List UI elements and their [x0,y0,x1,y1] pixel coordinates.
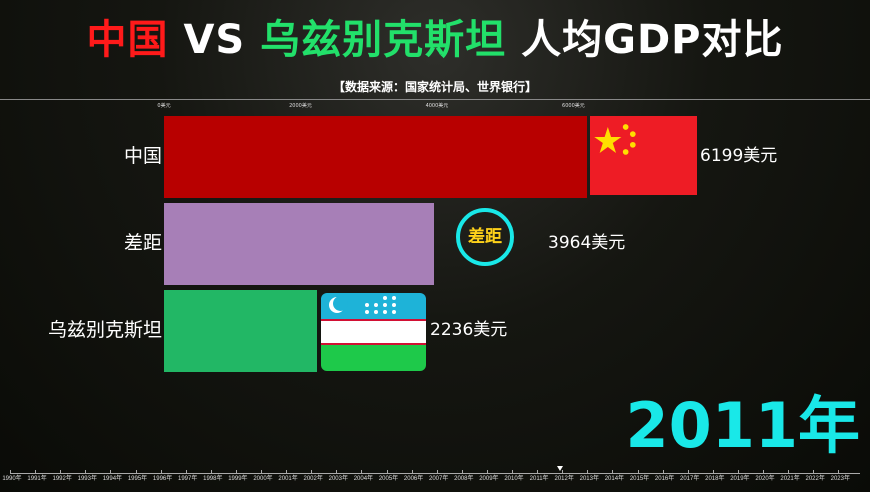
timeline-tick [687,470,689,474]
timeline-tick [135,470,137,474]
x-tick-label: 2000美元 [289,103,312,109]
timeline-tick [587,470,589,474]
timeline-tick [210,470,212,474]
timeline-tick [286,470,288,474]
timeline-tick [662,470,664,474]
timeline-year-label[interactable]: 1992年 [52,476,72,482]
timeline-tick [737,470,739,474]
timeline-year-label[interactable]: 2011年 [529,476,549,482]
timeline-year-label[interactable]: 1991年 [27,476,47,482]
timeline-tick [486,470,488,474]
timeline-year-label[interactable]: 2012年 [554,476,574,482]
timeline-year-label[interactable]: 2008年 [454,476,474,482]
timeline-tick [10,470,11,474]
timeline-tick [712,470,714,474]
timeline-tick [436,470,438,474]
timeline-tick [788,470,790,474]
x-tick-label: 6000美元 [562,103,585,109]
timeline-year-label[interactable]: 2017年 [680,476,700,482]
timeline-tick [160,470,162,474]
divider [0,99,870,100]
value-label: 3964美元 [548,233,626,253]
category-label: 乌兹别克斯坦 [47,319,162,341]
timeline-year-label[interactable]: 1997年 [178,476,198,482]
timeline-year-label[interactable]: 2007年 [429,476,449,482]
timeline-year-label[interactable]: 2018年 [705,476,725,482]
timeline-tick [461,470,463,474]
timeline-tick [361,470,363,474]
timeline-year-label[interactable]: 2003年 [328,476,348,482]
timeline-tick [411,470,413,474]
timeline-tick [311,470,313,474]
timeline-tick [813,470,815,474]
current-year: 2011年 [625,389,860,462]
timeline-tick [838,470,840,474]
x-tick-label: 4000美元 [425,103,449,109]
timeline-year-label[interactable]: 2015年 [629,476,650,482]
timeline-axis[interactable] [10,473,860,474]
timeline-year-label[interactable]: 2019年 [730,476,750,482]
timeline-tick [637,470,639,474]
timeline-year-label[interactable]: 2020年 [755,476,775,482]
timeline-tick [235,470,237,474]
timeline-year-label[interactable]: 2016年 [654,476,675,482]
timeline-year-label[interactable]: 2004年 [353,476,374,482]
timeline-year-label[interactable]: 1998年 [203,476,223,482]
timeline-year-label[interactable]: 2002年 [303,476,323,482]
timeline-year-label[interactable]: 1990年 [2,476,22,482]
value-label: 6199美元 [700,146,778,166]
uzbekistan-flag-icon [321,293,426,371]
timeline-year-label[interactable]: 1994年 [102,476,123,482]
timeline-tick [261,470,262,474]
timeline-tick [612,470,614,474]
timeline-year-label[interactable]: 2005年 [378,476,399,482]
bar [164,203,435,285]
bar [164,116,587,198]
timeline-year-label[interactable]: 2010年 [504,476,524,482]
timeline-year-label[interactable]: 1999年 [228,476,248,482]
timeline-year-label[interactable]: 1996年 [152,476,173,482]
timeline-tick [763,470,764,474]
timeline-marker[interactable] [556,466,563,471]
timeline-tick [60,470,62,474]
value-label: 2236美元 [430,320,508,340]
timeline-tick [85,470,87,474]
timeline-tick [185,470,187,474]
timeline-tick [336,470,338,474]
timeline-year-label[interactable]: 1995年 [127,476,148,482]
timeline-tick [512,470,513,474]
timeline-year-label[interactable]: 2023年 [830,476,850,482]
timeline-tick [386,470,388,474]
timeline-tick [110,470,112,474]
category-label: 中国 [123,145,162,167]
timeline-year-label[interactable]: 2009年 [479,476,499,482]
data-source: 【数据来源：国家统计局、世界银行】 [332,80,537,94]
timeline-tick [35,470,37,474]
stars-icon [365,296,396,314]
category-label: 差距 [123,232,162,254]
timeline-year-label[interactable]: 2014年 [604,476,625,482]
timeline-year-label[interactable]: 2022年 [805,476,825,482]
timeline-year-label[interactable]: 2006年 [403,476,424,482]
timeline-tick [562,470,564,474]
timeline-year-label[interactable]: 2021年 [780,476,800,482]
timeline-year-label[interactable]: 2000年 [253,476,273,482]
x-tick-label: 0美元 [157,103,171,109]
timeline-year-label[interactable]: 1993年 [77,476,97,482]
timeline-tick [537,470,539,474]
bar [164,290,317,372]
timeline-year-label[interactable]: 2013年 [579,476,599,482]
chart-title: 中国 VS 乌兹别克斯坦 人均GDP对比 [86,17,784,63]
timeline-year-label[interactable]: 2001年 [278,476,298,482]
china-flag-icon [590,116,697,195]
gap-badge: 差距 [456,208,514,266]
